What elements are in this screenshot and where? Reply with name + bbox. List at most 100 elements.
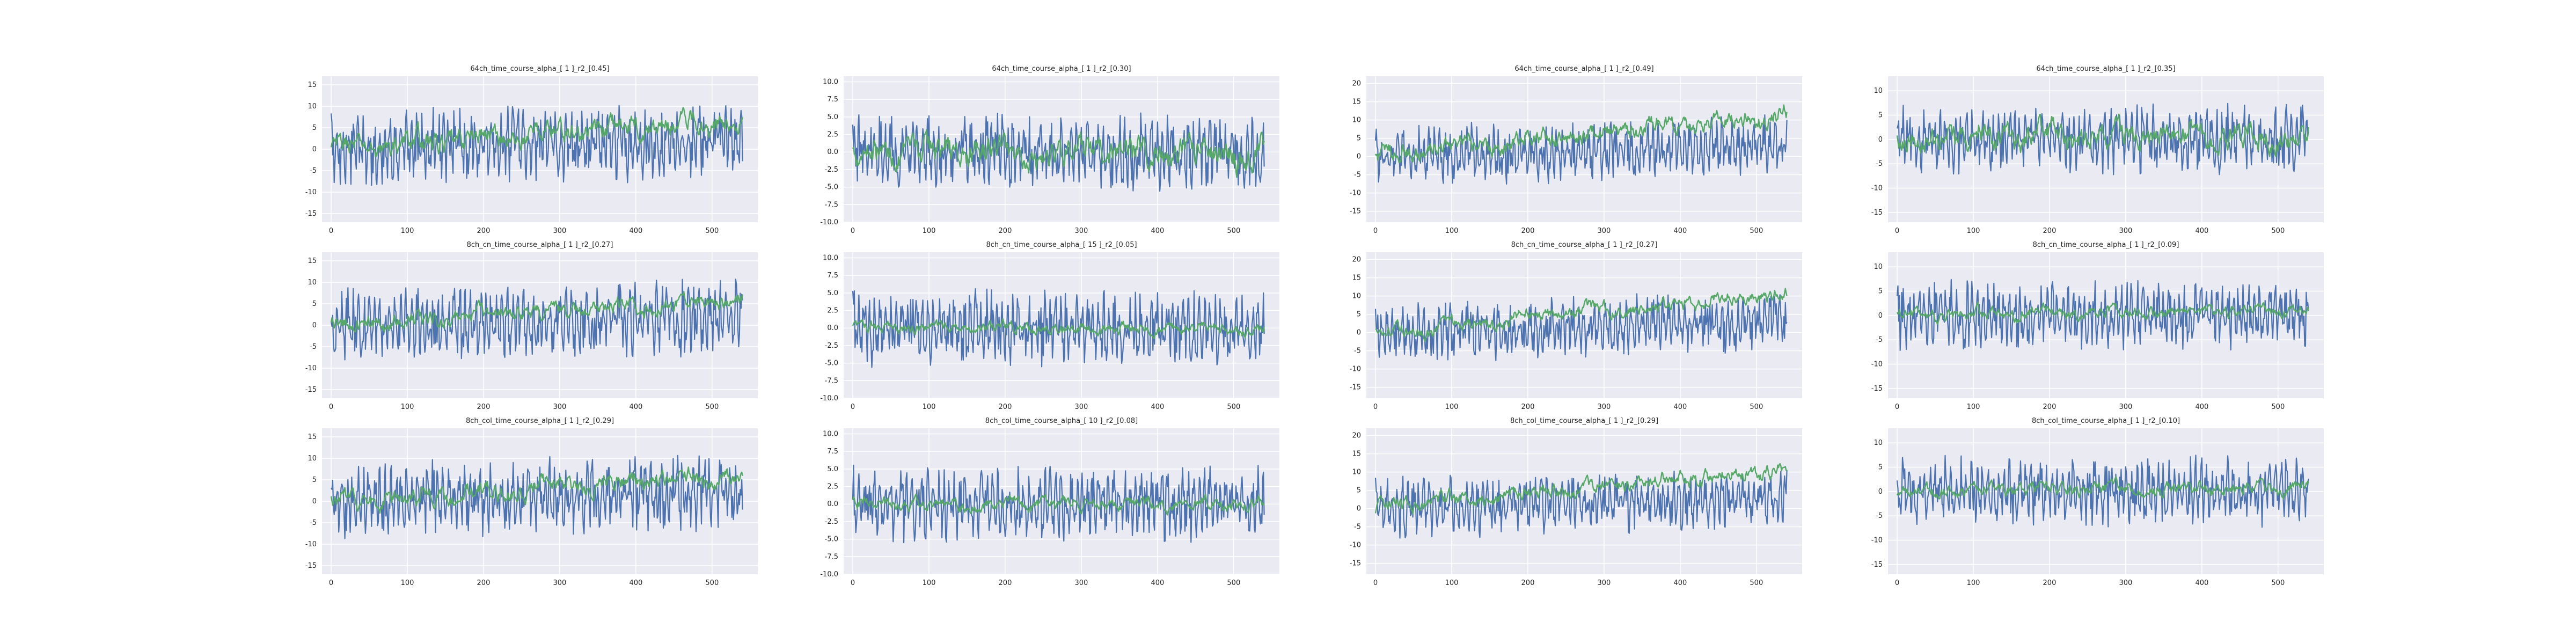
y-tick-label: 10.0 — [823, 78, 838, 86]
y-tick-label: 20 — [1352, 432, 1361, 440]
y-tick-label: -2.5 — [825, 342, 838, 350]
x-tick-label: 0 — [1373, 403, 1378, 411]
y-tick-label: 2.5 — [827, 483, 838, 491]
x-tick-label: 500 — [705, 579, 719, 587]
y-tick-label: 0.0 — [827, 500, 838, 508]
subplot-title: 8ch_col_time_course_alpha_[ 1 ]_r2_[0.29… — [466, 417, 614, 425]
y-tick-label: 5 — [312, 300, 317, 308]
y-tick-label: -5 — [310, 519, 317, 527]
subplot-title: 8ch_cn_time_course_alpha_[ 1 ]_r2_[0.27] — [467, 241, 613, 249]
y-tick-label: -15 — [1871, 385, 1883, 393]
series-line-blue — [1374, 470, 1788, 539]
y-tick-label: -15 — [305, 562, 317, 570]
y-tick-label: -7.5 — [825, 201, 838, 209]
y-tick-label: 0.0 — [827, 324, 838, 332]
y-tick-label: 7.5 — [827, 272, 838, 280]
series-line-green — [1374, 104, 1788, 164]
y-tick-label: 5 — [1357, 311, 1361, 319]
x-tick-label: 200 — [999, 403, 1012, 411]
y-tick-label: 5 — [1357, 487, 1361, 495]
subplot-5: 8ch_cn_time_course_alpha_[ 1 ]_r2_[0.27]… — [305, 241, 758, 411]
x-tick-label: 0 — [329, 403, 333, 411]
series-line-blue — [1896, 279, 2309, 351]
x-tick-label: 100 — [923, 227, 936, 235]
y-tick-label: -15 — [1871, 209, 1883, 217]
subplot-title: 8ch_cn_time_course_alpha_[ 15 ]_r2_[0.05… — [986, 241, 1137, 249]
x-tick-label: 400 — [1151, 579, 1164, 587]
y-tick-label: 10 — [1352, 469, 1361, 477]
y-tick-label: -7.5 — [825, 553, 838, 561]
y-tick-label: 0 — [1357, 505, 1361, 513]
subplot-11: 8ch_col_time_course_alpha_[ 1 ]_r2_[0.29… — [1350, 417, 1802, 587]
series-line-blue — [1896, 455, 2309, 528]
y-tick-label: 10 — [308, 455, 317, 463]
x-tick-label: 100 — [1445, 227, 1459, 235]
y-tick-label: -10.0 — [820, 218, 838, 226]
x-tick-label: 0 — [851, 579, 855, 587]
x-tick-label: 500 — [705, 403, 719, 411]
y-tick-label: -5 — [1876, 160, 1883, 168]
y-tick-label: -10 — [305, 540, 317, 548]
subplot-7: 8ch_cn_time_course_alpha_[ 1 ]_r2_[0.27]… — [1350, 241, 1802, 411]
subplot-title: 64ch_time_course_alpha_[ 1 ]_r2_[0.45] — [470, 65, 609, 73]
y-tick-label: -10 — [1350, 189, 1361, 197]
x-tick-label: 400 — [1673, 579, 1687, 587]
subplot-title: 64ch_time_course_alpha_[ 1 ]_r2_[0.30] — [992, 65, 1131, 73]
y-tick-label: -10 — [1350, 541, 1361, 550]
y-tick-label: -15 — [305, 210, 317, 218]
x-tick-label: 200 — [2043, 227, 2057, 235]
y-tick-label: 10 — [1874, 263, 1883, 271]
y-tick-label: 5 — [1878, 112, 1883, 120]
y-tick-label: -15 — [1350, 384, 1361, 392]
x-tick-label: 300 — [2119, 403, 2132, 411]
x-tick-label: 500 — [2271, 579, 2285, 587]
x-tick-label: 100 — [401, 579, 414, 587]
x-tick-label: 400 — [2195, 403, 2208, 411]
y-tick-label: 0 — [1357, 153, 1361, 161]
y-tick-label: 15 — [1352, 274, 1361, 282]
subplot-10: 8ch_col_time_course_alpha_[ 10 ]_r2_[0.0… — [820, 417, 1279, 587]
y-tick-label: -2.5 — [825, 166, 838, 174]
y-tick-label: 2.5 — [827, 307, 838, 315]
y-tick-label: 10.0 — [823, 254, 838, 262]
subplot-title: 8ch_cn_time_course_alpha_[ 1 ]_r2_[0.09] — [2033, 241, 2179, 249]
series-line-blue — [852, 288, 1265, 368]
x-tick-label: 200 — [2043, 579, 2057, 587]
x-tick-label: 500 — [2271, 227, 2285, 235]
subplot-title: 8ch_cn_time_course_alpha_[ 1 ]_r2_[0.27] — [1511, 241, 1658, 249]
y-tick-label: 5 — [1878, 464, 1883, 472]
y-tick-label: -10.0 — [820, 570, 838, 579]
series-line-blue — [330, 105, 743, 186]
series-line-green — [1896, 476, 2309, 500]
x-tick-label: 300 — [553, 579, 566, 587]
y-tick-label: 10 — [1352, 292, 1361, 301]
y-tick-label: -5 — [1876, 336, 1883, 344]
y-tick-label: -5.0 — [825, 184, 838, 192]
x-tick-label: 100 — [401, 403, 414, 411]
x-tick-label: 0 — [1895, 227, 1899, 235]
x-tick-label: 200 — [999, 579, 1012, 587]
x-tick-label: 300 — [1597, 579, 1611, 587]
x-tick-label: 400 — [1673, 403, 1687, 411]
y-tick-label: 0 — [312, 321, 317, 330]
x-tick-label: 500 — [1227, 403, 1240, 411]
y-tick-label: -15 — [305, 386, 317, 394]
y-tick-label: -5 — [1876, 512, 1883, 520]
y-tick-label: -15 — [1350, 208, 1361, 216]
y-tick-label: 20 — [1352, 256, 1361, 264]
x-tick-label: 500 — [2271, 403, 2285, 411]
y-tick-label: 15 — [1352, 98, 1361, 106]
y-tick-label: 5.0 — [827, 113, 838, 121]
x-tick-label: 100 — [1967, 403, 1980, 411]
x-tick-label: 400 — [629, 227, 642, 235]
y-tick-label: 7.5 — [827, 96, 838, 104]
y-tick-label: -7.5 — [825, 377, 838, 385]
series-line-green — [852, 493, 1265, 516]
y-tick-label: 5 — [312, 476, 317, 484]
y-tick-label: 10 — [308, 103, 317, 111]
x-tick-label: 100 — [923, 403, 936, 411]
x-tick-label: 0 — [851, 227, 855, 235]
y-tick-label: -5 — [310, 343, 317, 351]
y-tick-label: -10 — [1350, 365, 1361, 374]
